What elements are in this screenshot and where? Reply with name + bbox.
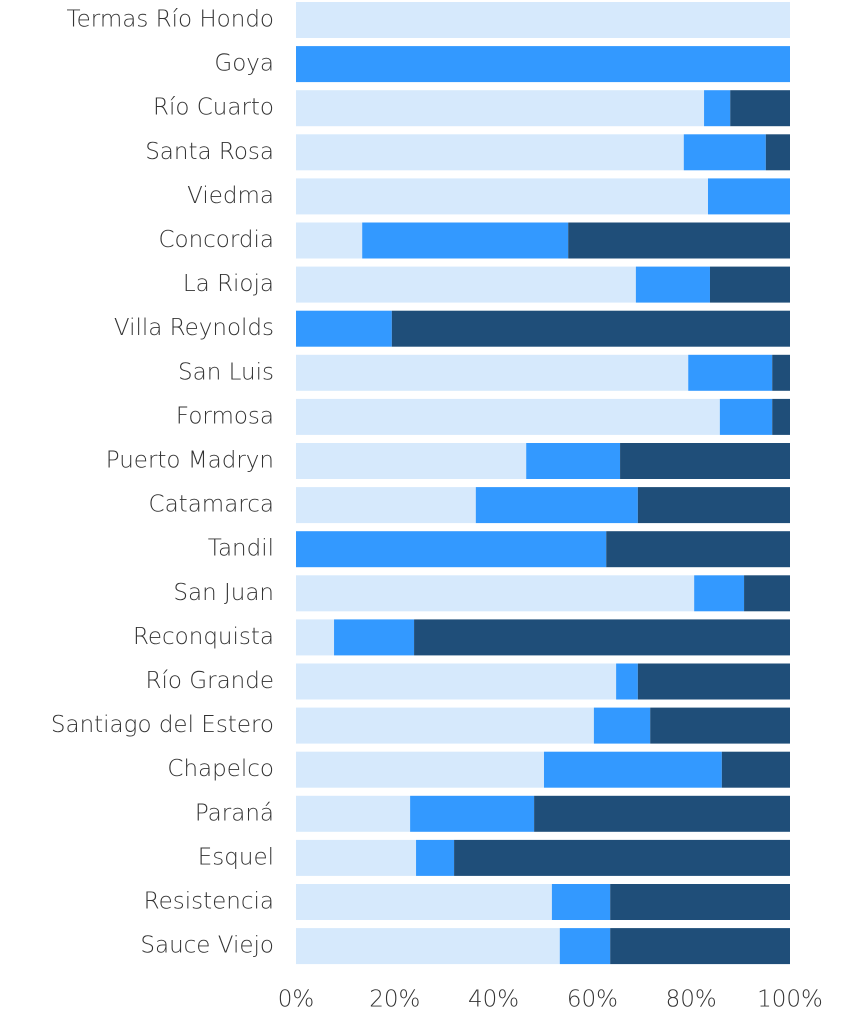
bar-segment — [637, 487, 790, 524]
y-tick-label: Río Cuarto — [153, 95, 274, 121]
y-tick-label: Chapelco — [167, 756, 274, 782]
bar-segment — [551, 884, 611, 920]
bar-segment — [635, 266, 710, 303]
y-tick-label: Goya — [214, 51, 274, 77]
x-tick-label: 100% — [757, 987, 823, 1013]
y-tick-label: Tandil — [208, 536, 274, 562]
bar-segment — [296, 531, 607, 568]
bar-segment — [296, 575, 695, 612]
bar-segment — [296, 354, 689, 391]
bar-segment — [721, 751, 790, 788]
bar-segment — [730, 90, 790, 127]
bar-segment — [475, 487, 638, 524]
bar-segment — [296, 795, 411, 832]
bar-segment — [637, 663, 790, 700]
bar-segment — [688, 354, 773, 391]
bar-segment — [362, 222, 569, 259]
bar-segment — [620, 443, 790, 479]
bar-segment — [296, 619, 335, 656]
bar-segment — [296, 884, 552, 920]
bar-segment — [744, 575, 790, 612]
bar-segment — [559, 928, 611, 965]
bar-segment — [296, 928, 560, 965]
bar-segment — [296, 839, 417, 876]
y-tick-label: Puerto Madryn — [106, 448, 274, 474]
bar-segment — [296, 310, 392, 347]
bar-segment — [296, 178, 708, 215]
bar-segment — [765, 134, 790, 171]
y-tick-label: Santa Rosa — [145, 139, 274, 165]
bar-segment — [709, 266, 790, 303]
y-tick-label: Formosa — [176, 403, 274, 429]
bar-segment — [610, 884, 790, 920]
bar-segment — [534, 795, 790, 832]
bar-segment — [606, 531, 790, 568]
x-tick-label: 60% — [567, 987, 618, 1013]
bar-segment — [454, 839, 790, 876]
bar-segment — [296, 751, 544, 788]
bar-segment — [683, 134, 766, 171]
bar-segment — [694, 575, 745, 612]
bar-segment — [296, 2, 790, 38]
bar-segment — [772, 354, 790, 391]
y-tick-label: Resistencia — [144, 889, 274, 915]
bar-segment — [296, 222, 363, 259]
bar-segment — [296, 398, 720, 435]
y-tick-label: Río Grande — [146, 668, 274, 694]
y-tick-label: Sauce Viejo — [140, 933, 274, 959]
y-tick-label: La Rioja — [183, 271, 274, 297]
x-tick-label: 40% — [468, 987, 519, 1013]
bar-segment — [707, 178, 790, 215]
bar-segment — [704, 90, 731, 127]
bar-segment — [410, 795, 535, 832]
bar-segment — [296, 707, 594, 744]
y-tick-label: Reconquista — [133, 624, 274, 650]
bar-segment — [391, 310, 790, 347]
y-tick-label: Paraná — [195, 800, 274, 826]
bar-segment — [296, 663, 617, 700]
bar-segment — [543, 751, 722, 788]
bar-segment — [296, 443, 527, 479]
bar-segment — [296, 134, 684, 171]
bar-segment — [593, 707, 651, 744]
bar-segment — [526, 443, 621, 479]
bar-segment — [296, 46, 790, 83]
bar-segment — [414, 619, 790, 656]
bar-segment — [568, 222, 790, 259]
bar-segment — [610, 928, 790, 965]
y-tick-label: San Juan — [173, 580, 274, 606]
bar-segment — [296, 266, 636, 303]
y-tick-label: Santiago del Estero — [51, 712, 274, 738]
y-tick-label: Termas Río Hondo — [66, 7, 274, 33]
x-tick-label: 20% — [369, 987, 420, 1013]
bar-segment — [650, 707, 790, 744]
bar-segment — [296, 487, 476, 524]
bar-segment — [719, 398, 773, 435]
x-tick-label: 80% — [666, 987, 717, 1013]
y-tick-label: Viedma — [187, 183, 274, 209]
bar-segment — [772, 398, 790, 435]
y-tick-label: Catamarca — [149, 492, 274, 518]
x-tick-label: 0% — [278, 987, 315, 1013]
bar-segment — [616, 663, 638, 700]
y-tick-label: Villa Reynolds — [114, 315, 274, 341]
bar-segment — [416, 839, 455, 876]
bar-segment — [334, 619, 415, 656]
y-tick-label: San Luis — [178, 359, 274, 385]
y-tick-label: Concordia — [158, 227, 274, 253]
bar-segment — [296, 90, 705, 127]
y-tick-label: Esquel — [198, 844, 274, 870]
